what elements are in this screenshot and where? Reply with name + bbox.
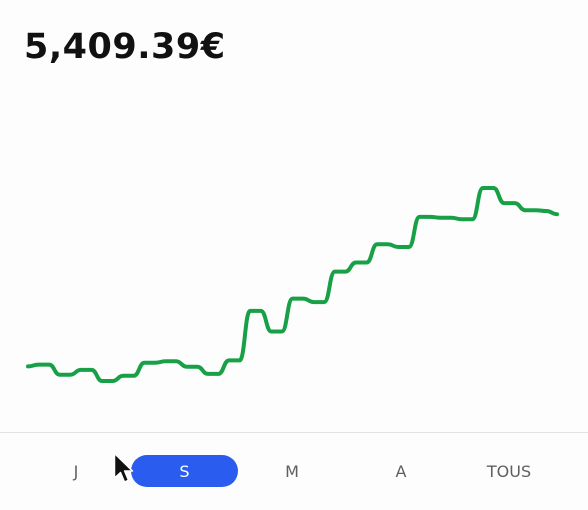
- range-button-year[interactable]: A: [376, 455, 426, 487]
- range-button-all[interactable]: TOUS: [474, 455, 544, 487]
- price-chart: [26, 186, 559, 383]
- range-button-day[interactable]: J: [56, 455, 96, 487]
- range-button-week[interactable]: S: [131, 455, 238, 487]
- time-range-selector: J S M A TOUS: [0, 433, 588, 510]
- mouse-cursor-icon: [113, 452, 134, 483]
- range-label-week: S: [179, 461, 190, 481]
- balance-amount: 5,409.39€: [24, 27, 226, 67]
- divider: [0, 432, 588, 433]
- range-label-month: M: [285, 461, 299, 481]
- range-label-year: A: [395, 461, 407, 481]
- range-label-day: J: [73, 461, 79, 481]
- range-label-all: TOUS: [486, 461, 532, 481]
- range-button-month[interactable]: M: [267, 455, 317, 487]
- price-line: [26, 186, 559, 383]
